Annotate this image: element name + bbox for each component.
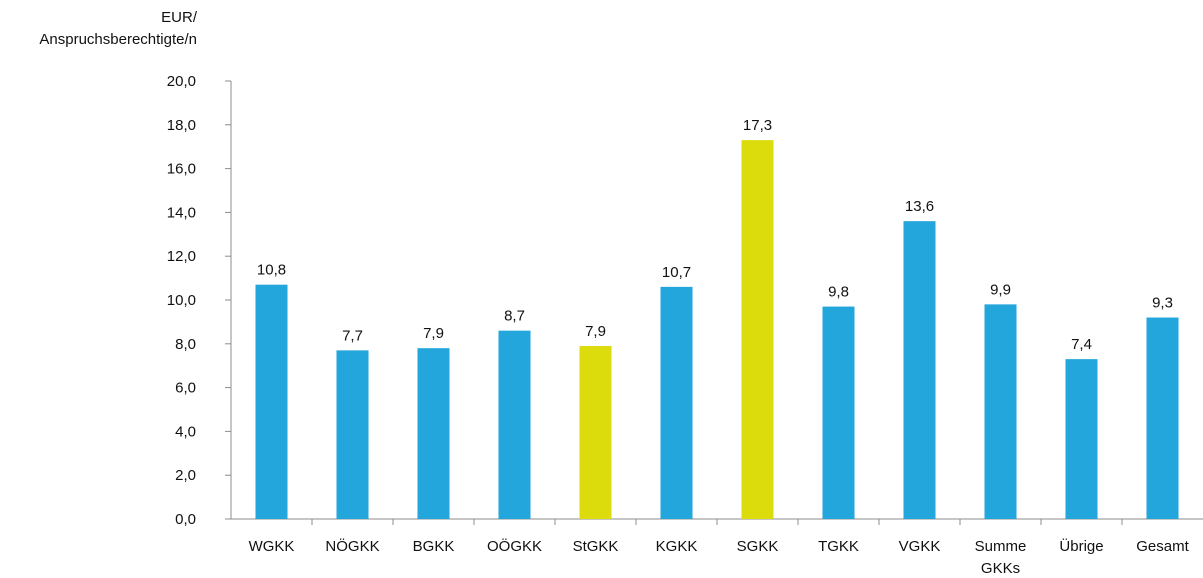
bar	[336, 350, 369, 519]
bar	[984, 304, 1017, 519]
data-label: 10,8	[257, 262, 286, 279]
bars	[255, 140, 1179, 519]
data-label: 7,7	[342, 327, 363, 344]
data-label: 9,3	[1152, 295, 1173, 312]
x-tick-label: Gesamt	[1136, 538, 1189, 555]
x-tick-label: Übrige	[1059, 537, 1103, 555]
data-label: 17,3	[743, 117, 772, 134]
x-tick-label: BGKK	[413, 538, 455, 555]
y-tick-label: 12,0	[167, 248, 196, 265]
bar	[1065, 359, 1098, 519]
y-tick-label: 16,0	[167, 161, 196, 178]
bar	[579, 345, 612, 519]
y-tick-label: 20,0	[167, 73, 196, 90]
bar	[741, 140, 774, 519]
x-tick-label: KGKK	[656, 538, 698, 555]
axes	[230, 81, 1203, 525]
y-tick-label: 10,0	[167, 292, 196, 309]
y-tick-label: 4,0	[175, 423, 196, 440]
x-tick-label: OÖGKK	[487, 537, 542, 555]
x-tick-label: TGKK	[818, 538, 859, 555]
data-label: 7,9	[423, 325, 444, 342]
bar	[660, 286, 693, 519]
data-label: 7,4	[1071, 336, 1092, 353]
bar	[255, 284, 288, 519]
x-tick-label: GKKs	[981, 560, 1020, 577]
y-tick-label: 8,0	[175, 336, 196, 353]
bar	[417, 348, 450, 519]
x-tick-label: Summe	[975, 538, 1027, 555]
data-label: 10,7	[662, 264, 691, 281]
y-axis-ticks: 0,0 2,0 4,0 6,0 8,0 10,0 12,0 14,0 16,0 18,0 20,0	[167, 73, 231, 528]
y-tick-label: 2,0	[175, 467, 196, 484]
bar	[822, 306, 855, 519]
data-label: 7,9	[585, 323, 606, 340]
x-axis-labels: WGKK NÖGKK BGKK OÖGKK StGKK KGKK SGKK TGKK VGKK S…	[249, 537, 1190, 577]
x-tick-label: NÖGKK	[325, 537, 379, 555]
y-axis-title-line: Anspruchsberechtigte/n	[39, 31, 197, 48]
y-tick-label: 6,0	[175, 380, 196, 397]
bar	[1146, 317, 1179, 519]
data-label: 9,9	[990, 281, 1011, 298]
data-label: 8,7	[504, 308, 525, 325]
x-tick-label: WGKK	[249, 538, 295, 555]
y-tick-label: 0,0	[175, 511, 196, 528]
bar	[498, 330, 531, 519]
data-label: 9,8	[828, 284, 849, 301]
y-axis-title-line: EUR/	[161, 9, 198, 26]
data-labels: 10,8 7,7 7,9 8,7 7,9 10,7 17,3 9,8 13,6 9,9 7,4 9,3	[257, 117, 1173, 353]
y-tick-label: 14,0	[167, 204, 196, 221]
x-tick-label: SGKK	[737, 538, 779, 555]
x-tick-label: VGKK	[899, 538, 941, 555]
y-axis-title: EUR/Anspruchsberechtigte/n	[39, 9, 197, 48]
x-tick-label: StGKK	[573, 538, 619, 555]
data-label: 13,6	[905, 198, 934, 215]
bar	[903, 221, 936, 519]
y-tick-label: 18,0	[167, 117, 196, 134]
